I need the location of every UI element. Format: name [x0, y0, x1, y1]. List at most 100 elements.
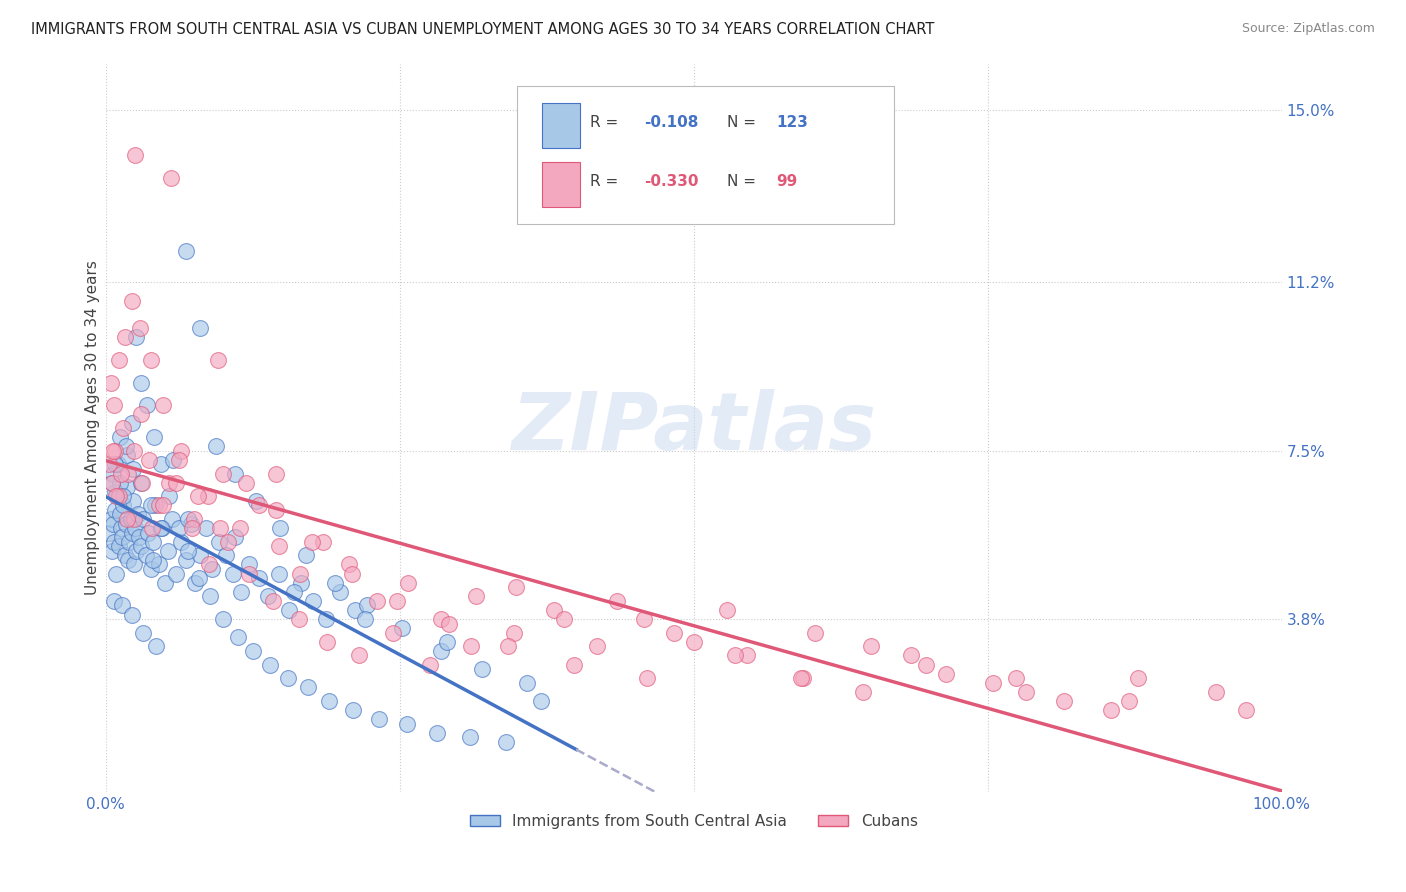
- Point: [247, 571, 270, 585]
- Point: [114, 549, 136, 563]
- Point: [315, 635, 337, 649]
- Point: [107, 489, 129, 503]
- Point: [108, 508, 131, 522]
- Point: [129, 539, 152, 553]
- Point: [430, 644, 453, 658]
- Point: [101, 467, 124, 481]
- Point: [287, 612, 309, 626]
- Point: [197, 489, 219, 503]
- Text: N =: N =: [727, 115, 761, 130]
- Point: [136, 525, 159, 540]
- Point: [269, 521, 291, 535]
- Point: [381, 625, 404, 640]
- Point: [112, 499, 135, 513]
- Point: [188, 549, 211, 563]
- Point: [103, 594, 125, 608]
- Point: [180, 521, 202, 535]
- Point: [419, 657, 441, 672]
- Point: [108, 430, 131, 444]
- Point: [174, 553, 197, 567]
- Point: [344, 603, 367, 617]
- Point: [103, 398, 125, 412]
- Point: [391, 621, 413, 635]
- Point: [804, 625, 827, 640]
- Point: [208, 521, 231, 535]
- Point: [118, 534, 141, 549]
- Point: [124, 521, 146, 535]
- Point: [187, 571, 209, 585]
- Point: [152, 398, 174, 412]
- Point: [215, 549, 238, 563]
- Point: [179, 516, 201, 531]
- FancyBboxPatch shape: [517, 86, 894, 224]
- Point: [366, 594, 388, 608]
- Point: [111, 530, 134, 544]
- Point: [132, 512, 155, 526]
- Point: [125, 544, 148, 558]
- Point: [935, 666, 957, 681]
- Point: [294, 549, 316, 563]
- Point: [283, 584, 305, 599]
- Point: [323, 575, 346, 590]
- Point: [142, 534, 165, 549]
- Point: [245, 493, 267, 508]
- Point: [315, 612, 337, 626]
- Point: [143, 430, 166, 444]
- Point: [107, 489, 129, 503]
- Point: [124, 148, 146, 162]
- Point: [301, 534, 323, 549]
- Text: R =: R =: [591, 115, 623, 130]
- Point: [356, 599, 378, 613]
- Point: [183, 512, 205, 526]
- Point: [112, 489, 135, 503]
- Point: [115, 480, 138, 494]
- Point: [301, 594, 323, 608]
- Point: [117, 467, 139, 481]
- Point: [562, 657, 585, 672]
- Point: [606, 594, 628, 608]
- Point: [1015, 685, 1038, 699]
- Point: [110, 521, 132, 535]
- Point: [122, 462, 145, 476]
- Point: [430, 612, 453, 626]
- Point: [122, 493, 145, 508]
- Point: [229, 584, 252, 599]
- Text: R =: R =: [591, 175, 623, 189]
- Point: [122, 512, 145, 526]
- Point: [224, 530, 246, 544]
- Point: [108, 475, 131, 490]
- Point: [347, 648, 370, 663]
- Point: [353, 612, 375, 626]
- Point: [170, 534, 193, 549]
- Point: [205, 439, 228, 453]
- Point: [128, 530, 150, 544]
- Point: [395, 716, 418, 731]
- Point: [217, 534, 239, 549]
- Point: [277, 671, 299, 685]
- Text: ZIPatlas: ZIPatlas: [512, 389, 876, 467]
- Point: [174, 244, 197, 258]
- Point: [194, 521, 217, 535]
- Point: [101, 516, 124, 531]
- Point: [318, 694, 340, 708]
- Point: [100, 475, 122, 490]
- Point: [342, 703, 364, 717]
- Point: [142, 553, 165, 567]
- Point: [103, 534, 125, 549]
- Point: [1118, 694, 1140, 708]
- Point: [495, 735, 517, 749]
- Point: [167, 453, 190, 467]
- Point: [900, 648, 922, 663]
- Point: [121, 293, 143, 308]
- Point: [852, 685, 875, 699]
- Point: [100, 376, 122, 390]
- Text: IMMIGRANTS FROM SOUTH CENTRAL ASIA VS CUBAN UNEMPLOYMENT AMONG AGES 30 TO 34 YEA: IMMIGRANTS FROM SOUTH CENTRAL ASIA VS CU…: [31, 22, 935, 37]
- Point: [1004, 671, 1026, 685]
- Point: [329, 584, 352, 599]
- FancyBboxPatch shape: [543, 161, 579, 207]
- Point: [436, 635, 458, 649]
- Point: [188, 321, 211, 335]
- Point: [242, 644, 264, 658]
- Point: [226, 630, 249, 644]
- Point: [120, 512, 142, 526]
